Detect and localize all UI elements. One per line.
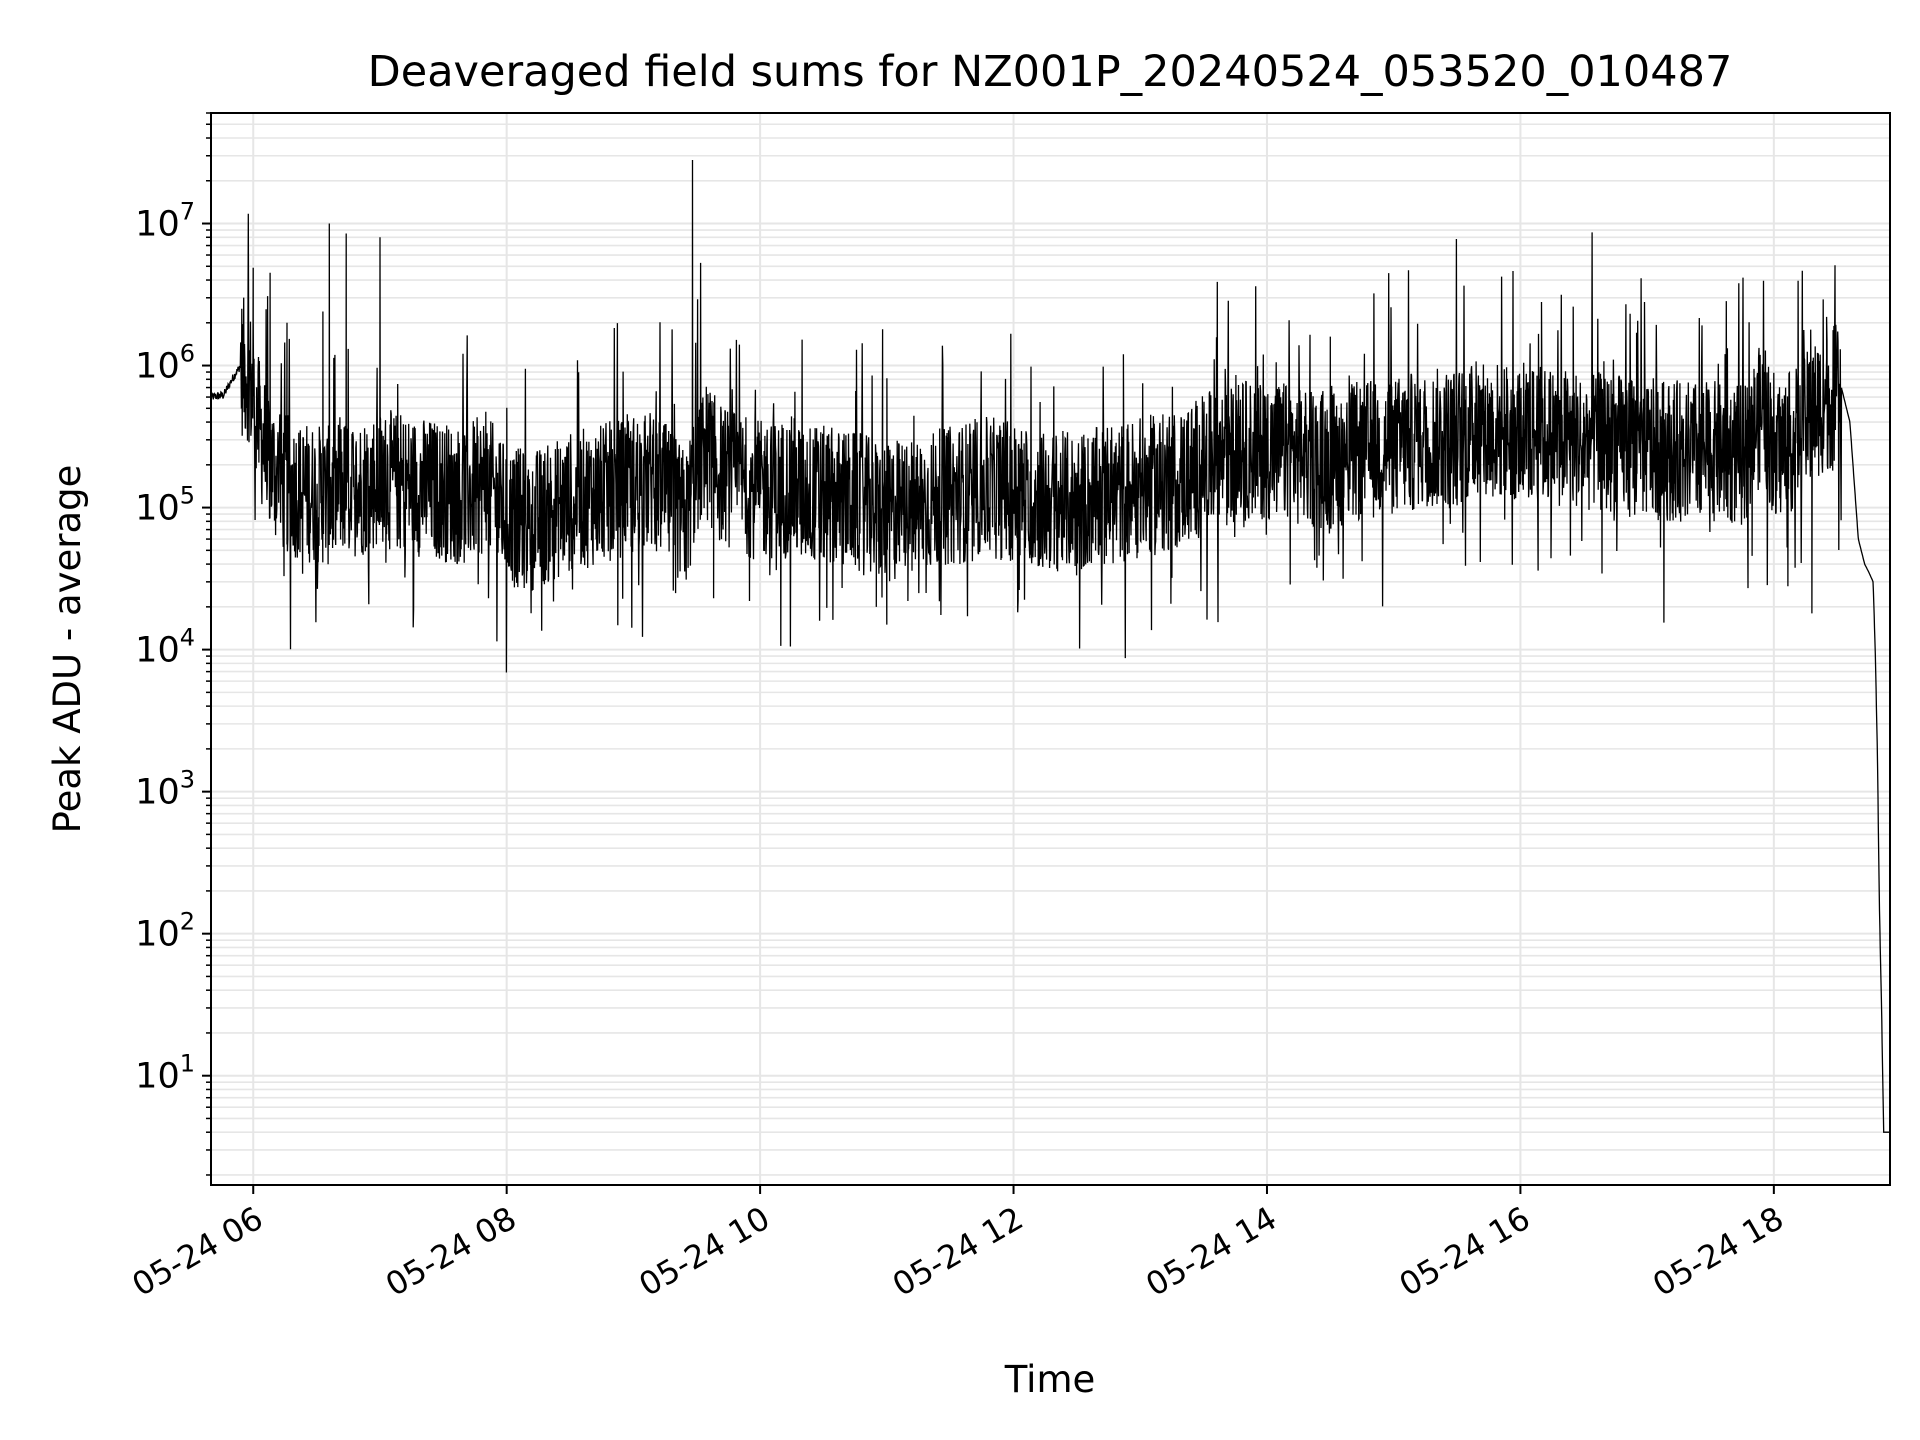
series-line-group: [210, 159, 1890, 1133]
series-line: [210, 159, 1890, 1133]
y-tick-label: 103: [135, 766, 195, 813]
y-tick-label: 105: [135, 482, 195, 529]
y-axis-label: Peak ADU - average: [46, 465, 89, 834]
y-axis-ticks: 101 102 103 104 105 106 107: [135, 112, 211, 1176]
x-axis-label: Time: [1004, 1358, 1096, 1401]
y-tick-label: 107: [135, 198, 195, 245]
chart-title: Deaveraged field sums for NZ001P_2024052…: [368, 47, 1733, 97]
y-tick-label: 104: [135, 624, 195, 671]
grid: [211, 112, 1890, 1185]
y-tick-label: 102: [135, 908, 195, 955]
y-tick-label: 101: [135, 1050, 195, 1097]
y-tick-label: 106: [135, 340, 195, 387]
